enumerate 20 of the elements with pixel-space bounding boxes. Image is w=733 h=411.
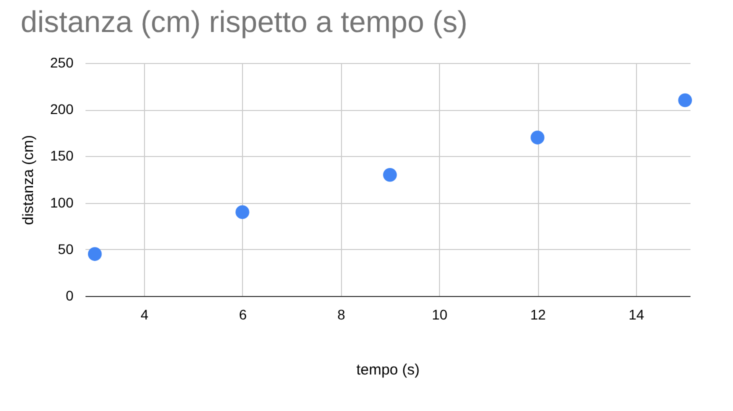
y-tick-label: 200 [50, 101, 74, 118]
point [678, 93, 692, 108]
chart-title: distanza (cm) rispetto a tempo (s) [20, 6, 468, 39]
x-tick-label: 8 [337, 306, 346, 322]
x-tick-label: 12 [530, 306, 546, 322]
y-tick-label: 50 [58, 240, 74, 257]
y-tick-label: 100 [50, 194, 74, 210]
x-axis-title: tempo (s) [356, 362, 420, 378]
y-tick-label: 0 [66, 288, 74, 304]
x-tick-label: 10 [432, 306, 448, 322]
y-tick-label: 250 [50, 54, 74, 70]
point [530, 130, 544, 144]
x-tick-label: 4 [140, 306, 149, 322]
point [383, 168, 397, 182]
y-tick-label: 150 [50, 148, 74, 164]
point [88, 247, 102, 261]
point [236, 205, 250, 219]
x-tick-label: 14 [628, 306, 644, 322]
y-axis-title: distanza (cm) [20, 134, 38, 226]
x-tick-label: 6 [239, 306, 247, 322]
